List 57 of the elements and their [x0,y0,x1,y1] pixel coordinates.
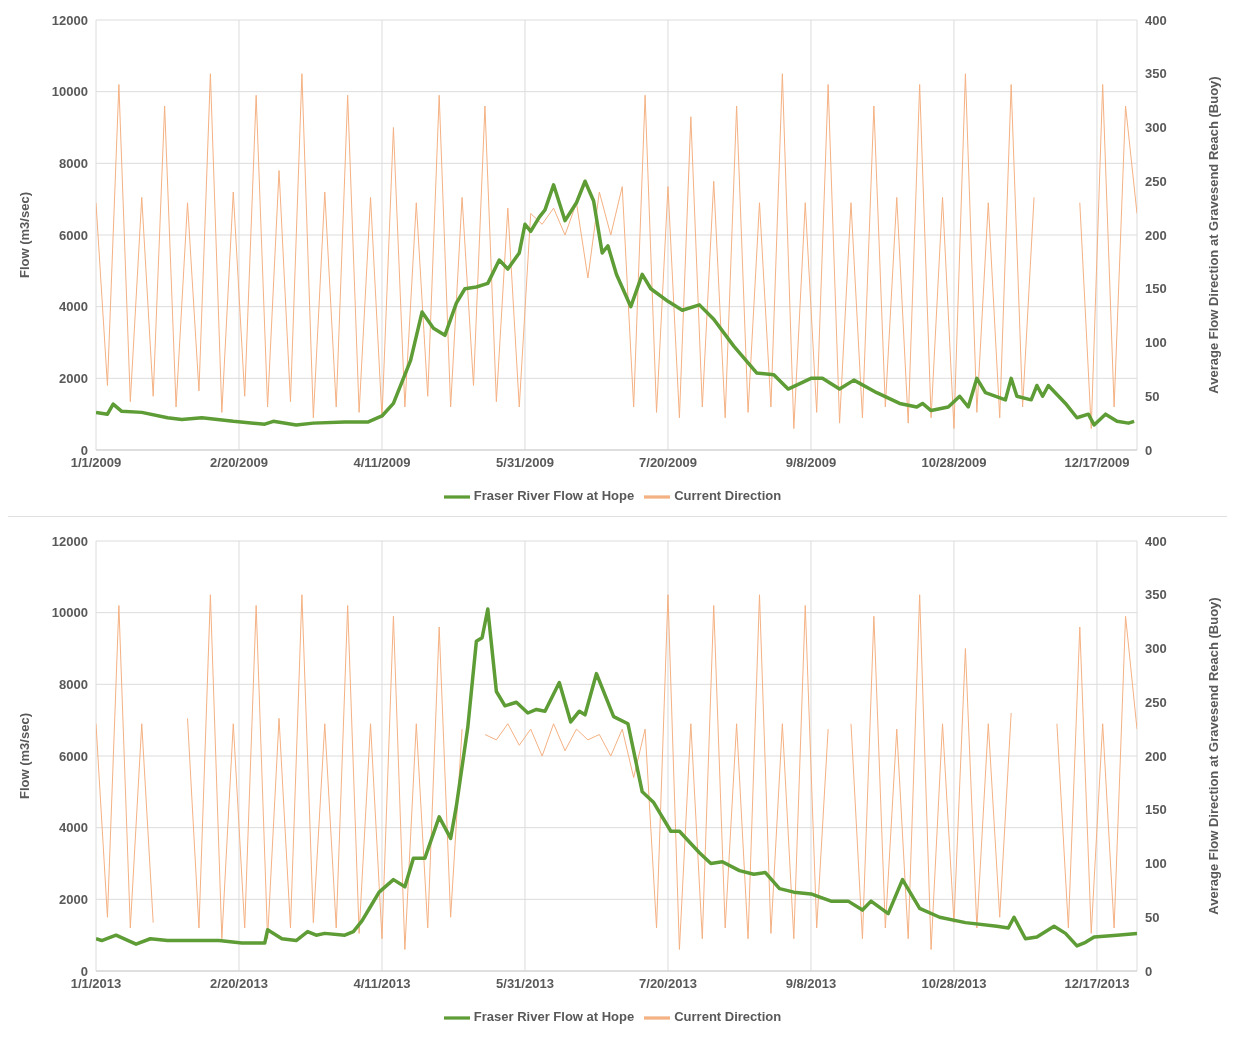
x-tick-label: 7/20/2009 [639,455,697,471]
y2-tick-label: 400 [1145,533,1167,549]
x-tick-label: 4/11/2009 [353,455,411,471]
y2-tick-label: 300 [1145,120,1167,136]
y-tick-label: 10000 [51,605,88,621]
y-axis-title: Flow (m3/sec) [16,713,32,799]
y2-tick-label: 100 [1145,335,1167,351]
legend-label: Fraser River Flow at Hope [473,488,635,504]
x-tick-label: 5/31/2009 [496,455,554,471]
x-tick-label: 4/11/2013 [353,976,411,992]
x-tick-label: 9/8/2009 [785,455,837,471]
x-tick-label: 7/20/2013 [639,976,697,992]
y2-tick-label: 0 [1145,963,1153,979]
y-tick-label: 6000 [59,748,88,764]
y-tick-label: 2000 [59,891,88,907]
x-tick-label: 12/17/2013 [1064,976,1130,992]
x-tick-label: 1/1/2009 [70,455,122,471]
y-axis-title: Flow (m3/sec) [16,192,32,278]
y-tick-label: 4000 [59,820,88,836]
y-tick-label: 0 [80,442,88,458]
legend-label: Current Direction [674,1009,782,1025]
x-tick-label: 12/17/2009 [1064,455,1130,471]
y2-tick-label: 250 [1145,694,1167,710]
y-tick-label: 12000 [51,12,88,28]
y2-tick-label: 350 [1145,66,1167,82]
y-tick-label: 10000 [51,84,88,100]
y2-tick-label: 200 [1145,227,1167,243]
x-tick-label: 2/20/2013 [210,976,268,992]
y2-tick-label: 350 [1145,587,1167,603]
x-tick-label: 9/8/2013 [785,976,837,992]
y-tick-label: 8000 [59,155,88,171]
line-series [96,179,1136,427]
y2-tick-label: 400 [1145,12,1167,28]
y2-tick-label: 150 [1145,281,1167,297]
x-tick-label: 1/1/2013 [70,976,122,992]
y2-tick-label: 300 [1145,641,1167,657]
y2-tick-label: 50 [1145,388,1160,404]
y-tick-label: 12000 [51,533,88,549]
y2-tick-label: 0 [1145,442,1153,458]
x-tick-label: 5/31/2013 [496,976,554,992]
y2-tick-label: 150 [1145,802,1167,818]
y-tick-label: 6000 [59,227,88,243]
x-tick-label: 10/28/2013 [921,976,987,992]
legend-label: Current Direction [674,488,782,504]
y2-axis-title: Average Flow Direction at Gravesend Reach (Buoy) [1205,76,1221,394]
y-tick-label: 2000 [59,370,88,386]
y2-tick-label: 50 [1145,909,1160,925]
y-tick-label: 8000 [59,676,88,692]
y2-tick-label: 250 [1145,173,1167,189]
y-tick-label: 0 [80,963,88,979]
y2-axis-title: Average Flow Direction at Gravesend Reach (Buoy) [1205,597,1221,915]
y2-tick-label: 200 [1145,748,1167,764]
y2-tick-label: 100 [1145,856,1167,872]
legend-label: Fraser River Flow at Hope [473,1009,635,1025]
x-tick-label: 2/20/2009 [210,455,268,471]
y-tick-label: 4000 [59,299,88,315]
x-tick-label: 10/28/2009 [921,455,987,471]
